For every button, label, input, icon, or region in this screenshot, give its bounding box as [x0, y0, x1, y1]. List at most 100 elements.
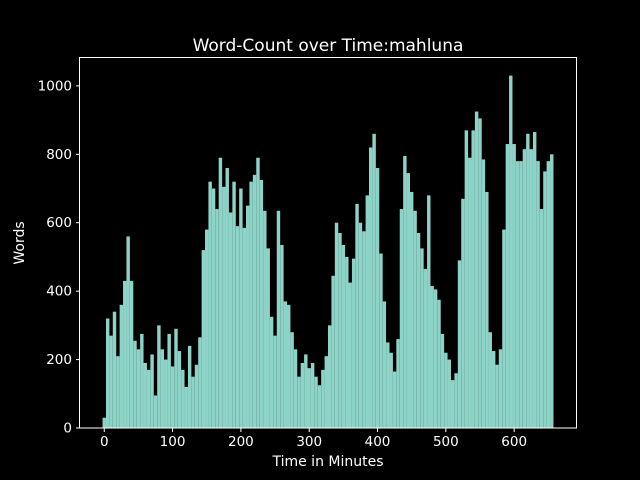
bar — [495, 364, 499, 428]
y-tick-label: 400 — [46, 284, 72, 300]
bar — [246, 205, 250, 428]
bar — [529, 149, 533, 429]
bar — [280, 244, 284, 428]
bar — [153, 395, 158, 428]
bar — [256, 157, 260, 429]
bar — [355, 203, 359, 428]
y-tick-label: 200 — [46, 352, 72, 368]
bar — [164, 359, 168, 428]
x-tick-label: 600 — [501, 434, 527, 450]
bar — [413, 210, 417, 428]
bar — [136, 349, 141, 428]
x-axis-label: Time in Minutes — [271, 454, 383, 470]
bar — [140, 333, 144, 428]
bar — [399, 209, 404, 428]
bar — [427, 195, 431, 428]
bar — [314, 376, 318, 428]
bar — [235, 226, 240, 428]
bar — [191, 376, 195, 428]
bar — [522, 149, 527, 429]
bar — [389, 352, 393, 428]
bar — [358, 222, 363, 428]
x-tick-label: 0 — [100, 434, 109, 450]
bar — [123, 280, 127, 428]
bar — [174, 328, 178, 428]
bar — [454, 373, 458, 428]
bar — [539, 209, 544, 428]
bar — [290, 332, 294, 428]
chart-title: Word-Count over Time:mahluna — [193, 36, 464, 56]
bar — [310, 363, 315, 428]
bar — [348, 282, 352, 428]
bar — [396, 339, 400, 428]
bar — [406, 173, 410, 428]
bar — [105, 318, 110, 428]
bar — [474, 111, 479, 428]
bar — [324, 356, 328, 428]
bar — [464, 130, 469, 429]
bar-series — [102, 75, 554, 429]
bar — [259, 179, 264, 428]
x-tick-label: 400 — [365, 434, 391, 450]
y-axis-ticks: 0 200 400 600 800 1000 — [38, 78, 80, 437]
bar — [505, 144, 510, 429]
bar — [167, 333, 171, 428]
plot-frame — [79, 57, 577, 429]
bar — [471, 130, 475, 429]
bar — [485, 191, 489, 428]
bar — [242, 227, 247, 428]
bar — [351, 258, 356, 428]
bar — [515, 161, 520, 428]
bar — [228, 212, 233, 428]
bar — [488, 332, 492, 428]
bar — [437, 299, 441, 428]
bar — [102, 417, 106, 428]
bar — [372, 133, 376, 428]
bar — [269, 316, 274, 428]
bar — [225, 167, 229, 429]
bar — [112, 311, 117, 428]
bar — [273, 335, 277, 428]
bar — [283, 301, 288, 428]
x-tick-label: 500 — [433, 434, 459, 450]
y-tick-label: 1000 — [38, 78, 72, 94]
bar — [208, 181, 212, 428]
bar — [375, 167, 380, 429]
bar — [403, 156, 407, 428]
bar — [345, 256, 349, 428]
bar — [328, 325, 332, 428]
bar — [201, 250, 206, 428]
bar — [317, 385, 322, 428]
bar — [232, 181, 236, 428]
bar — [177, 351, 182, 428]
bar — [536, 161, 540, 428]
bar — [150, 354, 154, 428]
bar — [170, 366, 175, 428]
bar — [433, 289, 438, 428]
bar — [543, 171, 547, 428]
bar — [211, 188, 216, 428]
bar — [382, 301, 387, 428]
bar — [502, 229, 506, 428]
bar — [440, 333, 445, 428]
bar — [468, 157, 472, 429]
bar — [146, 369, 151, 428]
bar — [338, 232, 342, 428]
bar — [450, 380, 455, 428]
bar — [119, 304, 124, 428]
bar — [331, 275, 335, 428]
bar — [334, 222, 339, 428]
bar — [181, 369, 185, 428]
bar — [365, 195, 369, 428]
bar — [249, 181, 253, 428]
bar — [379, 253, 383, 428]
bar — [143, 363, 147, 428]
bar — [133, 340, 137, 428]
bar — [307, 368, 311, 428]
bar — [215, 209, 219, 428]
bar — [321, 369, 325, 428]
bar — [416, 232, 421, 428]
bar — [187, 345, 192, 428]
bar — [293, 349, 298, 428]
